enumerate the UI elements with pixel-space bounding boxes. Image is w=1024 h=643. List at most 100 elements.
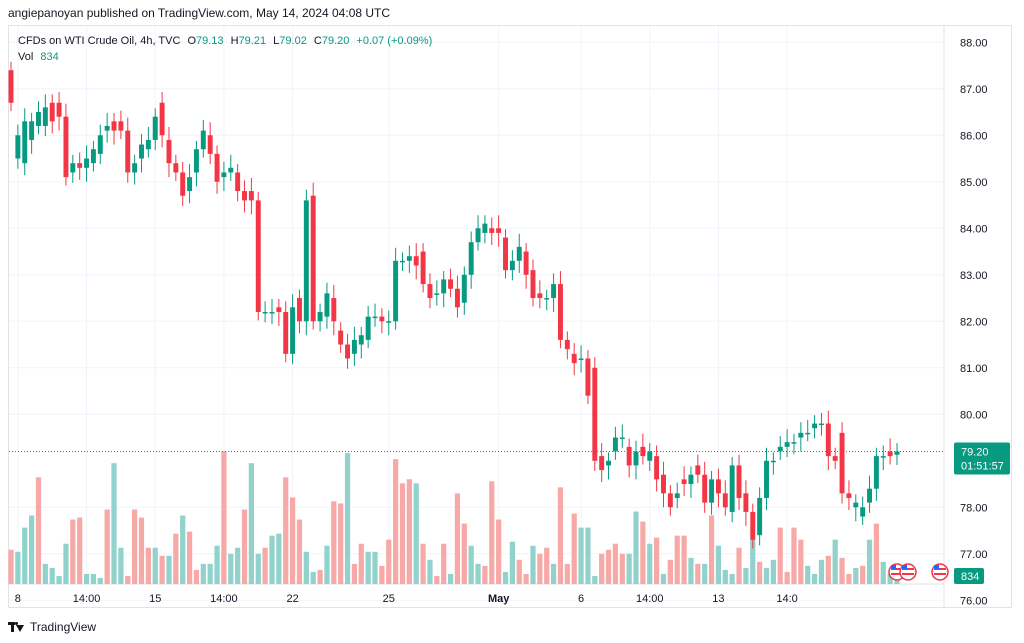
candle-body <box>104 125 110 131</box>
legend-symbol[interactable]: CFDs on WTI Crude Oil, 4h, TVC <box>18 35 181 47</box>
candle-body <box>688 474 694 485</box>
volume-bar <box>502 571 509 584</box>
volume-bar <box>83 573 90 584</box>
candle-body <box>887 451 893 457</box>
candle-body <box>187 177 193 192</box>
volume-bar <box>434 575 440 584</box>
x-tick-label: 14:00 <box>636 593 664 605</box>
y-tick-label: 88.00 <box>960 37 988 49</box>
volume-bar <box>200 563 206 584</box>
volume-bar <box>654 537 660 584</box>
volume-bar <box>97 577 103 584</box>
legend-volume-label[interactable]: Vol <box>18 51 34 63</box>
volume-bar <box>544 547 550 584</box>
candle-body <box>468 242 474 275</box>
volume-bar <box>413 483 419 584</box>
volume-bar <box>695 563 701 584</box>
volume-bar <box>269 535 275 584</box>
volume-bar <box>289 497 296 584</box>
legend-high-value: 79.21 <box>238 35 267 47</box>
volume-bar <box>736 547 742 584</box>
legend-low-label: L <box>273 35 280 47</box>
candle-body <box>812 423 818 429</box>
volume-bar <box>825 555 831 584</box>
candle-body <box>557 284 563 340</box>
candle-body <box>8 70 14 103</box>
candle-body <box>667 493 673 508</box>
legend-open-label: O <box>187 35 197 47</box>
candle-body <box>379 316 385 322</box>
volume-badge <box>954 568 984 584</box>
candle-body <box>331 298 337 322</box>
candle-body <box>454 288 460 308</box>
chart-frame <box>8 25 1012 608</box>
volume-bar <box>241 509 248 584</box>
candle-body <box>255 200 261 312</box>
volume-bar <box>379 565 385 584</box>
candle-body <box>139 144 144 159</box>
candle-body <box>537 293 543 299</box>
volume-bar <box>757 561 763 584</box>
candle-body <box>571 353 577 364</box>
footer: TradingView <box>8 620 96 634</box>
volume-bar <box>186 531 193 584</box>
last-price-badge <box>954 442 1010 475</box>
volume-bar <box>887 573 893 584</box>
volume-bar <box>784 571 790 584</box>
y-tick-label: 81.00 <box>960 363 988 375</box>
x-tick-label: 14:00 <box>73 593 101 605</box>
candle-body <box>434 293 440 295</box>
volume-bar <box>365 551 371 584</box>
volume-bar <box>331 501 337 584</box>
volume-bar <box>255 553 261 584</box>
candle-body <box>825 423 831 457</box>
candle-body <box>592 367 598 461</box>
candle-body <box>743 493 749 512</box>
candle-body <box>475 228 481 243</box>
footer-brand[interactable]: TradingView <box>30 620 97 634</box>
candle-body <box>757 497 763 536</box>
volume-bar <box>846 573 852 584</box>
candle-body <box>654 456 660 480</box>
volume-bar <box>715 545 722 584</box>
volume-bar <box>578 527 584 584</box>
candle-body <box>880 456 886 458</box>
candle-body <box>207 135 213 154</box>
volume-bar <box>276 533 282 584</box>
candle-body <box>873 456 879 489</box>
candle-body <box>777 446 783 452</box>
volume-bar <box>228 553 234 584</box>
candle-body <box>784 442 790 447</box>
volume-bar <box>468 545 474 584</box>
candle-body <box>503 237 508 271</box>
y-tick-label: 85.00 <box>960 177 988 189</box>
candle-body <box>290 307 296 354</box>
volume-bar <box>317 569 323 584</box>
volume-bar <box>180 515 186 584</box>
y-tick-label: 77.00 <box>960 549 988 561</box>
volume-bar <box>702 563 708 584</box>
y-tick-label: 76.00 <box>960 595 988 607</box>
volume-bar <box>461 523 467 584</box>
candle-body <box>77 163 83 168</box>
volume-bar <box>880 561 886 584</box>
candle-body <box>358 335 364 345</box>
last-price-value: 79.20 <box>961 446 989 458</box>
candle-body <box>612 437 618 452</box>
flag-canton <box>891 565 896 569</box>
candle-body <box>310 195 316 322</box>
candle-body <box>393 260 399 322</box>
volume-bar <box>729 573 735 584</box>
candle-body <box>695 465 701 475</box>
candle-body <box>132 163 138 173</box>
volume-bar <box>750 539 756 584</box>
volume-bar <box>35 477 42 584</box>
volume-bar <box>207 563 213 584</box>
candle-body <box>516 246 522 261</box>
candle-body <box>269 311 275 314</box>
candle-body <box>49 102 55 122</box>
candle-body <box>578 358 584 360</box>
candle-body <box>729 465 735 512</box>
volume-bar <box>386 539 392 584</box>
